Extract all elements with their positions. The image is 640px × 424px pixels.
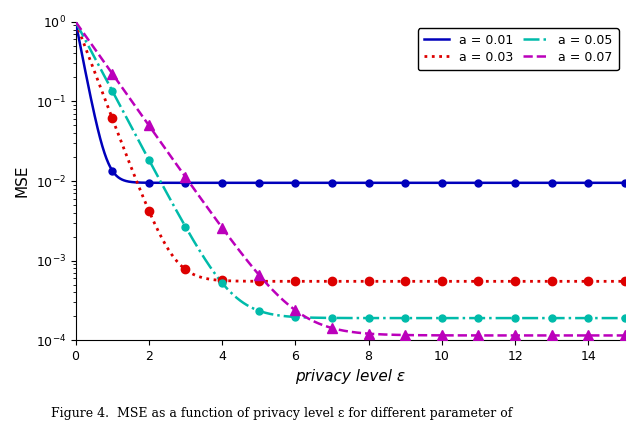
a = 0.03 (72, 20, 80, 25)
a = 0.05 (339, 315, 347, 321)
a = 0.07 (621, 333, 629, 338)
a = 0.07 (72, 20, 80, 25)
a = 0.01 (72, 21, 80, 26)
a = 0.01 (505, 180, 513, 185)
a = 0.05 (605, 315, 612, 321)
Line: a = 0.05: a = 0.05 (76, 22, 625, 318)
Line: a = 0.03: a = 0.03 (76, 23, 625, 282)
a = 0.01 (349, 180, 356, 185)
a = 0.03 (605, 279, 612, 284)
a = 0.01 (621, 180, 629, 185)
a = 0.07 (339, 328, 347, 333)
a = 0.07 (100, 59, 108, 64)
Y-axis label: MSE: MSE (15, 165, 30, 197)
a = 0.01 (324, 180, 332, 185)
a = 0.05 (324, 315, 332, 321)
a = 0.03 (605, 279, 613, 284)
a = 0.05 (621, 315, 629, 321)
a = 0.01 (605, 180, 613, 185)
a = 0.03 (504, 279, 512, 284)
a = 0.05 (504, 315, 512, 321)
a = 0.07 (605, 333, 613, 338)
a = 0.07 (504, 333, 512, 338)
Legend: a = 0.01, a = 0.03, a = 0.05, a = 0.07: a = 0.01, a = 0.03, a = 0.05, a = 0.07 (418, 28, 619, 70)
a = 0.03 (621, 279, 628, 284)
a = 0.05 (605, 315, 613, 321)
a = 0.01 (605, 180, 613, 185)
a = 0.05 (72, 20, 80, 25)
Line: a = 0.07: a = 0.07 (76, 22, 625, 335)
a = 0.03 (621, 279, 629, 284)
a = 0.01 (339, 180, 347, 185)
a = 0.07 (605, 333, 612, 338)
a = 0.07 (324, 324, 332, 329)
a = 0.03 (324, 279, 332, 284)
Text: Figure 4.  MSE as a function of privacy level ε for different parameter of: Figure 4. MSE as a function of privacy l… (51, 407, 513, 420)
Line: a = 0.01: a = 0.01 (76, 24, 625, 183)
X-axis label: privacy level ε: privacy level ε (295, 368, 405, 384)
a = 0.05 (100, 73, 108, 78)
a = 0.03 (339, 279, 347, 284)
a = 0.03 (100, 94, 108, 99)
a = 0.01 (100, 149, 108, 154)
